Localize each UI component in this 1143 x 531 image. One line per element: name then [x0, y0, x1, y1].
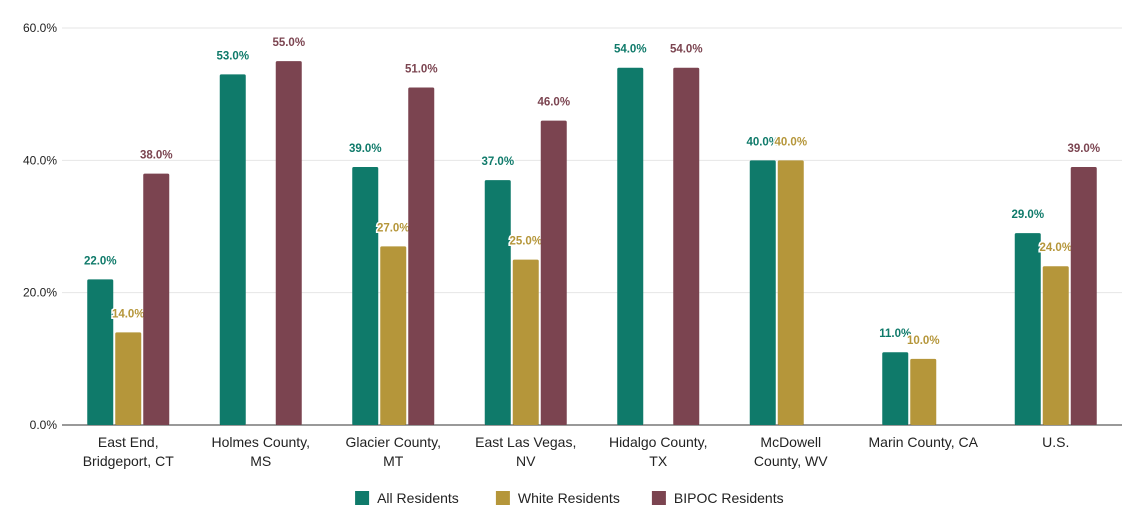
data-label: 40.0% — [774, 136, 807, 148]
data-label: 22.0% — [84, 255, 117, 267]
bar-all-residents — [87, 279, 114, 425]
data-label: 27.0% — [377, 222, 410, 234]
x-tick-label: East End, Bridgeport, CT — [83, 434, 174, 469]
bar-all-residents — [352, 166, 379, 425]
x-tick-label: Holmes County, MS — [211, 434, 310, 469]
data-label: 25.0% — [509, 236, 542, 248]
x-tick-label: Hidalgo County, TX — [609, 434, 708, 469]
data-label: 39.0% — [349, 143, 382, 155]
data-label: 54.0% — [614, 44, 647, 56]
x-tick-label: East Las Vegas, NV — [475, 434, 576, 469]
bar-bipoc-residents — [408, 87, 435, 426]
data-label: 38.0% — [140, 150, 173, 162]
legend-label: BIPOC Residents — [674, 490, 784, 506]
data-label: 54.0% — [670, 44, 703, 56]
legend-label: All Residents — [377, 490, 459, 506]
bar-bipoc-residents — [275, 61, 302, 425]
bar-all-residents — [882, 352, 909, 425]
x-tick-label: U.S. — [1042, 434, 1069, 450]
legend-swatch — [355, 491, 370, 505]
data-label: 39.0% — [1067, 143, 1100, 155]
x-tick-label: McDowell County, WV — [754, 434, 828, 469]
bar-white-residents — [512, 259, 539, 425]
bar-bipoc-residents — [1070, 166, 1097, 425]
bar-bipoc-residents — [540, 120, 567, 425]
bar-white-residents — [115, 332, 142, 425]
bar-all-residents — [1014, 233, 1041, 425]
data-label: 14.0% — [112, 308, 145, 320]
data-label: 55.0% — [272, 37, 305, 49]
x-tick-label: Marin County, CA — [869, 434, 979, 450]
y-tick-label: 40.0% — [23, 153, 57, 167]
data-label: 10.0% — [907, 335, 940, 347]
legend-swatch — [495, 491, 510, 505]
data-label: 29.0% — [1011, 209, 1044, 221]
bar-white-residents — [777, 160, 804, 426]
legend-label: White Residents — [518, 490, 620, 506]
bar-all-residents — [219, 74, 246, 426]
bar-all-residents — [617, 67, 644, 425]
data-label: 53.0% — [216, 50, 249, 62]
y-tick-label: 0.0% — [30, 418, 58, 432]
bar-white-residents — [1042, 266, 1069, 425]
bar-all-residents — [484, 180, 511, 425]
bar-bipoc-residents — [673, 67, 700, 425]
data-label: 37.0% — [481, 156, 514, 168]
data-label: 46.0% — [537, 97, 570, 109]
bar-all-residents — [749, 160, 776, 426]
data-label: 40.0% — [746, 136, 779, 148]
data-label: 24.0% — [1039, 242, 1072, 254]
y-tick-label: 60.0% — [23, 21, 57, 35]
data-label: 51.0% — [405, 64, 438, 76]
bar-bipoc-residents — [143, 173, 170, 425]
bar-white-residents — [380, 246, 407, 425]
legend-swatch — [651, 491, 666, 505]
y-tick-label: 20.0% — [23, 286, 57, 300]
data-label: 11.0% — [879, 328, 911, 340]
x-tick-label: Glacier County, MT — [346, 434, 441, 469]
bar-white-residents — [910, 358, 937, 425]
